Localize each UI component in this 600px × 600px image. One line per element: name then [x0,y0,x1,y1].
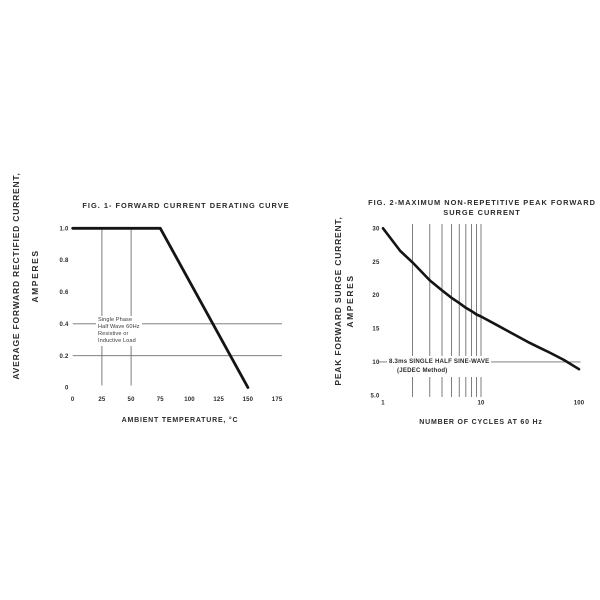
fig2-y-axis-label-line2: AMPERES [345,274,355,328]
fig2-jedec-annotation: 8.3ms SINGLE HALF SINE-WAVE (JEDEC Metho… [387,355,492,378]
fig2-x-tick-label: 1 [381,401,385,407]
fig2-x-tick-label: 10 [477,401,485,407]
fig2-curve [381,227,581,371]
fig2-y-tick-label: 20 [372,293,380,299]
fig1-curve [71,226,250,389]
fig1-x-tick-label: 0 [71,397,75,403]
fig2-annotation-line2: (JEDEC Method) [397,367,448,375]
fig2-title: FIG. 2-MAXIMUM NON-REPETITIVE PEAK FORWA… [362,198,600,217]
fig1-y-tick-label: 0.6 [60,290,69,296]
fig1-x-axis-label: AMBIENT TEMPERATURE, °C [121,416,239,424]
fig1-x-tick-label: 175 [272,397,283,403]
fig2-annotation-line1: 8.3ms SINGLE HALF SINE-WAVE [389,357,490,365]
fig1-x-tick-label: 100 [184,397,195,403]
fig2-x-tick-label: 100 [574,401,585,407]
fig1-title-line1: FIG. 1- FORWARD CURRENT DERATING CURVE [82,200,290,210]
fig1-title: FIG. 1- FORWARD CURRENT DERATING CURVE [64,201,308,211]
fig1-y-axis-label-line2: AMPERES [30,249,40,303]
fig1-y-axis-label: AVERAGE FORWARD RECTIFIED CURRENT, AMPER… [7,172,45,379]
fig2-x-axis-label: NUMBER OF CYCLES AT 60 Hz [419,418,543,426]
fig2-y-tick-label: 30 [372,226,380,232]
fig2-y-tick-label: 25 [372,260,380,266]
fig1-annotation-line3: Resistive or [98,330,129,337]
fig1-y-tick-label: 0.8 [60,258,69,264]
fig1-x-tick-label: 150 [243,397,254,403]
fig1-y-tick-label: 1.0 [60,226,69,232]
fig2-title-line2: SURGE CURRENT [443,207,521,217]
fig1-load-annotation: Single Phase Half Wave 60Hz Resistive or… [96,316,142,346]
fig2-y-tick-label: 10 [372,360,380,366]
fig1-x-tick-label: 25 [98,397,106,403]
fig2-title-line1: FIG. 2-MAXIMUM NON-REPETITIVE PEAK FORWA… [368,198,596,207]
fig1-x-tick-label: 125 [213,397,224,403]
fig1-y-tick-label: 0.2 [60,354,69,360]
fig1-x-tick-label: 50 [128,397,136,403]
fig2-y-tick-label: 15 [372,327,380,333]
fig1-annotation-line4: Inductive Load [98,337,136,344]
fig2-y-tick-label: 5.0 [371,393,380,399]
fig1-y-axis-label-line1: AVERAGE FORWARD RECTIFIED CURRENT, [11,172,21,380]
fig1-annotation-line1: Single Phase [98,317,133,323]
fig1-y-tick-label: 0.4 [60,322,69,328]
fig1-y-tick-label: 0 [65,386,69,392]
fig2-y-axis-label-line1: PEAK FORWARD SURGE CURRENT, [333,216,343,386]
fig2-y-axis-label: PEAK FORWARD SURGE CURRENT, AMPERES [332,216,356,385]
fig1-x-tick-label: 75 [157,397,165,403]
fig1-annotation-line2: Half Wave 60Hz [98,323,140,330]
